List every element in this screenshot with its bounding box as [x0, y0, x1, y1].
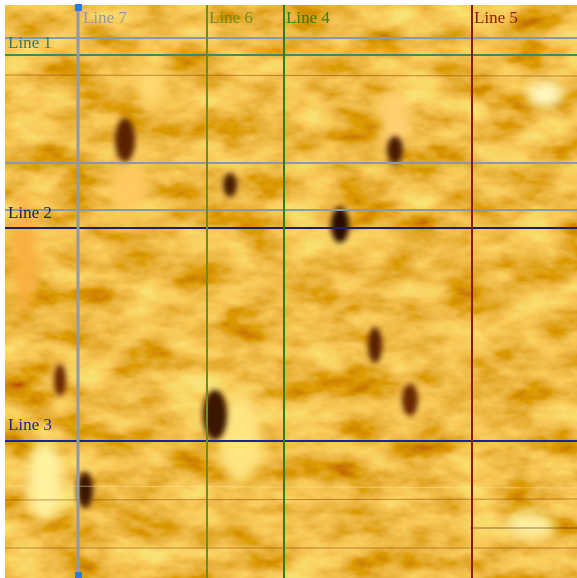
afm-image	[5, 5, 577, 578]
page: {"lines": [ {"label": "Line 1"}, {"label…	[0, 0, 577, 578]
handle[interactable]	[75, 4, 82, 11]
line-label: Line 7	[83, 8, 127, 27]
line-label: Line 4	[286, 8, 330, 27]
line-label: Line 5	[474, 8, 518, 27]
line-label: Line 1	[8, 33, 52, 52]
afm-view: Line 1 Line 2 Line 3 Line 4 Line 5 Line …	[0, 0, 577, 578]
line-label: Line 6	[209, 8, 253, 27]
line-label: Line 3	[8, 415, 52, 434]
line-label: Line 2	[8, 203, 52, 222]
handle[interactable]	[75, 572, 82, 578]
